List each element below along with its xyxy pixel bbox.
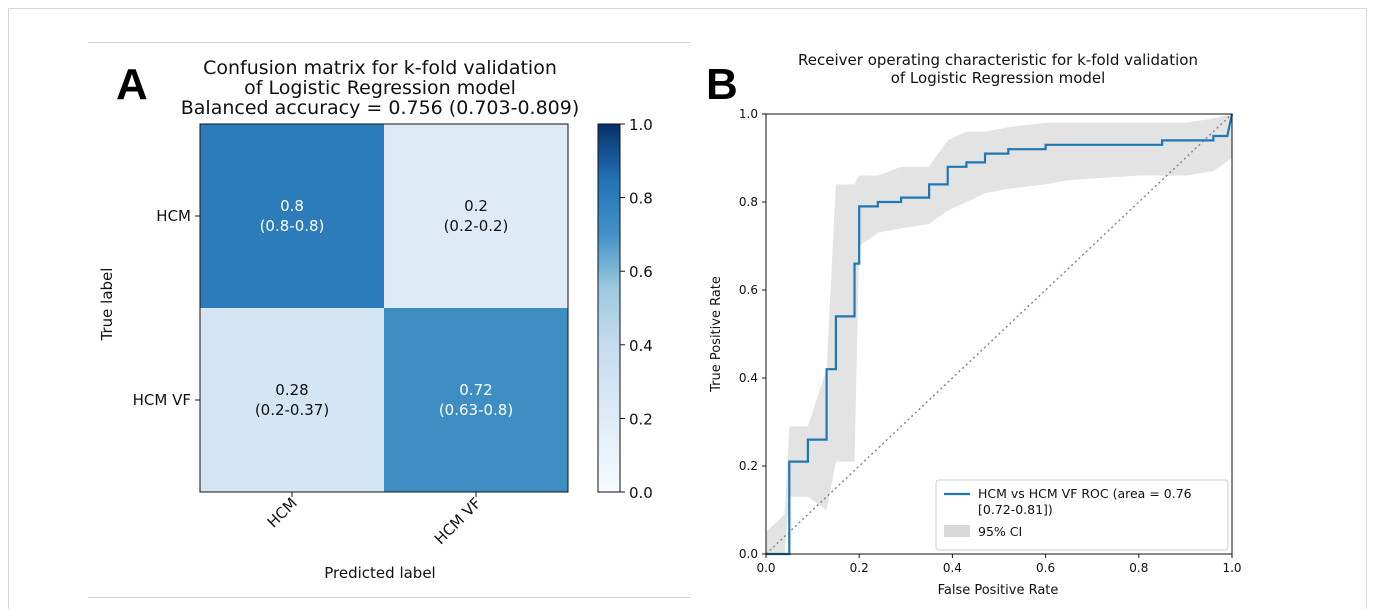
roc-ytick-label: 0.8 [739, 195, 758, 209]
cm-xtick-label: HCM VF [431, 494, 485, 548]
cm-cell-0-0 [200, 124, 384, 308]
cm-cell-value: 0.72 [459, 381, 492, 399]
cm-ytick-label: HCM [156, 207, 191, 225]
cm-title-line-1: Confusion matrix for k-fold validation [203, 57, 557, 79]
cm-frame [199, 123, 569, 493]
cm-cell-ci: (0.63-0.8) [439, 401, 513, 419]
roc-xtick-label: 0.4 [943, 561, 962, 575]
roc-title-line-2: of Logistic Regression model [891, 69, 1106, 87]
cm-colorbar-tick-label: 0.6 [629, 263, 653, 281]
roc-legend-ci-swatch [944, 525, 970, 537]
panel-a-letter: A [116, 60, 148, 109]
cm-title-line-3: Balanced accuracy = 0.756 (0.703-0.809) [181, 97, 580, 119]
roc-ytick-label: 0.4 [739, 371, 758, 385]
roc-legend-label-2: [0.72-0.81]) [978, 502, 1053, 517]
roc-ytick-label: 1.0 [739, 107, 758, 121]
cm-cell-0-1 [384, 124, 568, 308]
roc-xtick-label: 0.0 [756, 561, 775, 575]
panel-b-roc-curve: B Receiver operating characteristic for … [706, 51, 1242, 598]
cm-colorbar-tick-label: 0.2 [629, 410, 653, 428]
roc-legend [935, 479, 1229, 551]
cm-colorbar-tick-label: 0.0 [629, 484, 653, 502]
cm-cell-ci: (0.8-0.8) [260, 217, 325, 235]
roc-ytick-label: 0.6 [739, 283, 758, 297]
divider-bottom [88, 597, 690, 598]
roc-xtick-label: 0.2 [850, 561, 869, 575]
cm-cell-1-1 [384, 308, 568, 492]
cm-cells: 0.8 (0.8-0.8) 0.2 (0.2-0.2) 0.28 (0.2-0.37) 0.… [200, 124, 568, 492]
cm-colorbar-tick-label: 0.4 [629, 337, 653, 355]
roc-ytick-label: 0.2 [739, 459, 758, 473]
cm-colorbar-tick-label: 1.0 [629, 116, 653, 134]
cm-cell-1-0 [200, 308, 384, 492]
panel-b-letter: B [706, 60, 738, 109]
divider-top [88, 42, 690, 43]
roc-title-line-1: Receiver operating characteristic for k-… [798, 51, 1198, 69]
cm-cell-value: 0.2 [464, 197, 488, 215]
cm-cell-value: 0.8 [280, 197, 304, 215]
roc-legend-label-1: HCM vs HCM VF ROC (area = 0.76 [978, 486, 1192, 501]
cm-ylabel: True label [98, 268, 116, 342]
roc-axes-frame [765, 113, 1233, 555]
panel-a-confusion-matrix: A Confusion matrix for k-fold validation… [98, 57, 653, 582]
roc-ylabel: True Positive Rate [709, 276, 724, 393]
roc-reference-diagonal [765, 113, 1233, 555]
roc-curve-line [766, 113, 1234, 556]
cm-colorbar-tick-label: 0.8 [629, 190, 653, 208]
roc-legend-label-ci: 95% CI [978, 524, 1022, 539]
cm-cell-ci: (0.2-0.2) [444, 217, 509, 235]
cm-colorbar-ticks: 0.0 0.2 0.4 0.6 0.8 1.0 [620, 116, 653, 502]
roc-xlabel: False Positive Rate [938, 583, 1059, 598]
cm-cell-ci: (0.2-0.37) [255, 401, 329, 419]
roc-xtick-label: 0.8 [1129, 561, 1148, 575]
roc-title: Receiver operating characteristic for k-… [798, 51, 1198, 87]
cm-title: Confusion matrix for k-fold validation o… [181, 57, 580, 119]
roc-xtick-label: 1.0 [1222, 561, 1241, 575]
cm-xtick-label: HCM [264, 494, 301, 531]
roc-ytick-label: 0.0 [739, 547, 758, 561]
cm-title-line-2: of Logistic Regression model [244, 77, 516, 99]
roc-plot-area: 0.0 0.2 0.4 0.6 0.8 1.0 0.0 0.2 0.4 0.6 0.8 1.0 HCM … [739, 107, 1242, 575]
roc-xtick-label: 0.6 [1036, 561, 1055, 575]
roc-ci-band [766, 114, 1232, 554]
cm-colorbar [597, 123, 621, 493]
cm-xlabel: Predicted label [324, 564, 435, 582]
cm-cell-value: 0.28 [275, 381, 308, 399]
cm-ytick-label: HCM VF [133, 391, 191, 409]
